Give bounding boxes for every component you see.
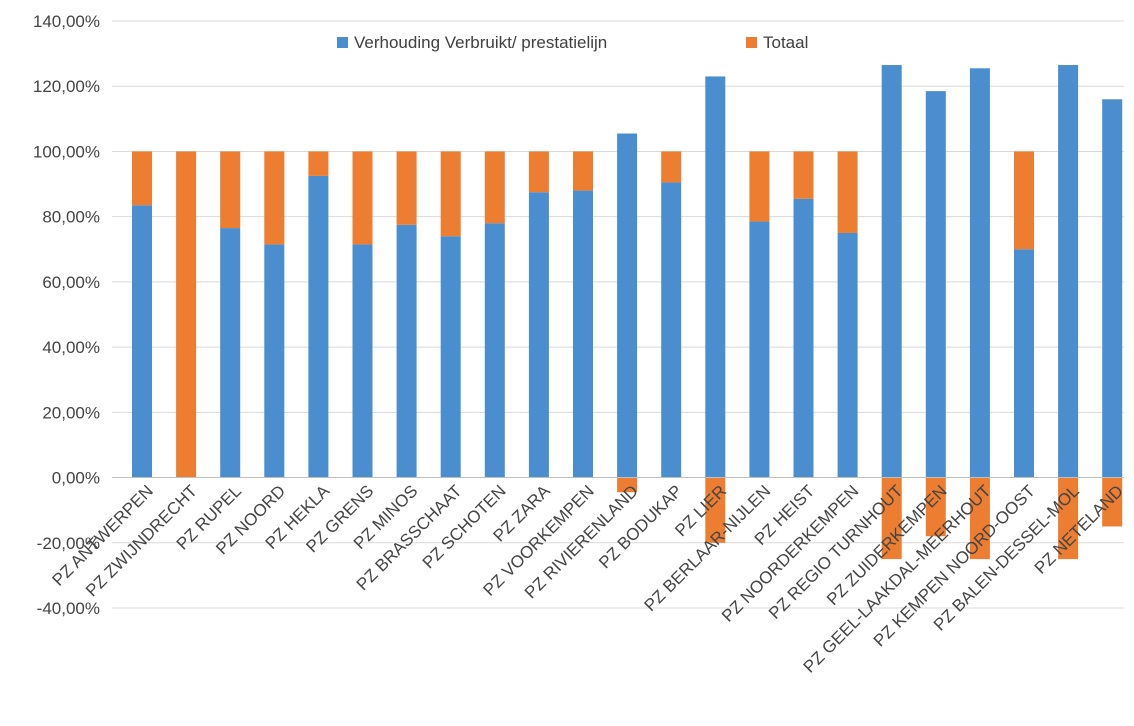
bars [132,65,1123,560]
bar-verhouding [969,68,990,478]
bar-verhouding [396,224,417,478]
bar-verhouding [705,76,726,478]
bar-totaal [176,151,197,478]
y-tick-label: 100,00% [33,142,100,161]
bar-totaal [396,151,417,225]
legend-swatch-totaal [746,37,757,48]
bar-verhouding [749,221,770,478]
bar-verhouding [617,133,638,478]
bar-verhouding [573,190,593,478]
bar-verhouding [1014,249,1034,478]
bar-verhouding [661,182,682,478]
bar-totaal [661,151,682,183]
bar-totaal [528,151,549,193]
bar-totaal [1014,151,1034,250]
y-tick-label: 0,00% [52,469,100,488]
bar-totaal [264,151,285,245]
bar-verhouding [837,232,858,478]
bar-verhouding [220,228,241,478]
bar-verhouding [925,91,946,478]
bar-totaal [881,477,902,560]
y-tick-label: -20,00% [37,534,100,553]
y-tick-label: 140,00% [33,12,100,31]
y-tick-label: 120,00% [33,77,100,96]
bar-verhouding [793,198,814,478]
bar-totaal [749,151,770,222]
y-tick-label: 20,00% [42,403,100,422]
bar-verhouding [308,175,329,478]
legend-swatch-verhouding [337,37,348,48]
y-tick-label: 60,00% [42,273,100,292]
legend: Verhouding Verbruikt/ prestatielijn Totaa… [337,33,808,52]
bar-totaal [573,151,593,191]
bar-totaal [440,151,461,237]
y-tick-label: 40,00% [42,338,100,357]
bar-totaal [308,151,329,176]
bar-verhouding [484,223,505,478]
bar-totaal [1102,477,1123,527]
bar-verhouding [352,244,373,478]
bar-totaal [220,151,241,229]
bar-totaal [352,151,373,245]
bar-verhouding [440,236,461,478]
bar-verhouding [528,192,549,478]
bar-verhouding [1058,65,1079,478]
bar-verhouding [132,205,152,478]
bar-verhouding [264,244,285,478]
bar-totaal [132,151,152,206]
bar-totaal [484,151,505,224]
bar-totaal [793,151,814,199]
bar-totaal [1058,477,1079,560]
y-axis-tick-labels: -40,00% -20,00% 0,00% 20,00% 40,00% 60,00% 80,… [33,12,100,618]
bar-verhouding [881,65,902,478]
bar-totaal [969,477,990,560]
y-tick-label: -40,00% [37,599,100,618]
legend-label-verhouding: Verhouding Verbruikt/ prestatielijn [354,33,607,52]
y-tick-label: 80,00% [42,208,100,227]
bar-totaal [617,477,638,493]
bar-totaal [837,151,858,233]
bar-totaal [705,477,726,543]
legend-label-totaal: Totaal [763,33,808,52]
bar-verhouding [1102,99,1123,478]
bar-totaal [925,477,946,537]
